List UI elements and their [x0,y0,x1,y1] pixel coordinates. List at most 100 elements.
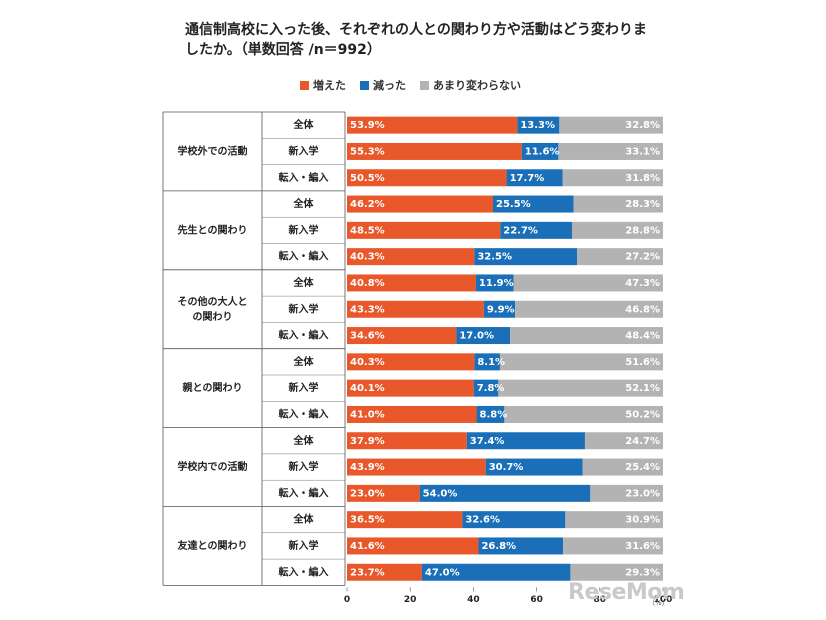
data-label-decreased: 25.5% [496,199,531,210]
row-label: 全体 [293,118,315,131]
data-label-increased: 40.8% [350,278,385,289]
data-label-unchanged: 27.2% [625,252,660,263]
chart-title: 通信制高校に入った後、それぞれの人との関わり方や活動はどう変わりましたか。（単数… [185,22,647,58]
bar-decreased [517,116,560,134]
group-label-outside-activities: 学校外での活動 [178,144,248,157]
data-label-increased: 50.5% [350,173,385,184]
bar-increased [347,300,484,318]
data-label-increased: 46.2% [350,199,385,210]
x-tick-label: 0 [344,595,350,605]
bar-unchanged [562,169,663,187]
bar-increased [347,221,501,239]
row-label: 転入・編入 [279,250,329,263]
data-label-unchanged: 25.4% [625,462,660,473]
row-label: 全体 [293,276,315,289]
data-label-increased: 43.9% [350,462,385,473]
data-label-unchanged: 51.6% [625,357,660,368]
x-tick-label: 20 [404,595,417,605]
group-label-teachers: 先生との関わり [178,223,248,236]
data-label-unchanged: 30.9% [625,515,660,526]
x-tick-label: 100 [654,595,673,605]
bar-unchanged [559,116,663,134]
bar-decreased [474,248,578,266]
bar-decreased [456,327,511,345]
data-label-unchanged: 48.4% [625,331,660,342]
data-label-unchanged: 32.8% [625,120,660,131]
data-label-decreased: 37.4% [470,436,505,447]
group-label-parents: 親との関わり [183,381,243,394]
legend-label-increased: 増えた [313,79,346,92]
legend-item-increased: 増えた [300,77,346,93]
data-label-increased: 48.5% [350,225,385,236]
bar-decreased [474,353,500,371]
bar-unchanged [570,563,663,581]
bar-decreased [485,458,583,476]
bar-decreased [476,405,505,423]
watermark-logo: ReseMom [568,580,685,605]
axis-unit-label: （%） [648,599,669,607]
data-label-decreased: 11.6% [525,146,560,157]
bar-decreased [419,484,591,502]
row-label: 転入・編入 [279,171,329,184]
data-label-increased: 23.7% [350,567,385,578]
row-label: 新入学 [289,539,319,552]
bar-decreased [462,511,566,529]
bar-increased [347,327,457,345]
bar-increased [347,563,422,581]
group-label-friends: 友達との関わり [178,539,248,552]
data-label-increased: 37.9% [350,436,385,447]
bar-unchanged [565,511,663,529]
legend-swatch-unchanged [420,80,429,90]
bar-increased [347,405,477,423]
bar-unchanged [558,142,663,160]
data-label-decreased: 32.6% [465,515,500,526]
data-label-increased: 40.1% [350,383,385,394]
bar-increased [347,353,475,371]
bar-unchanged [584,432,663,450]
data-label-increased: 40.3% [350,252,385,263]
data-label-decreased: 13.3% [520,120,555,131]
bar-decreased [506,169,563,187]
bar-unchanged [510,327,663,345]
bar-unchanged [582,458,663,476]
data-label-unchanged: 28.8% [625,225,660,236]
row-label: 転入・編入 [279,329,329,342]
bar-decreased [492,195,574,213]
row-label: 新入学 [289,223,319,236]
x-tick-label: 60 [530,595,543,605]
data-label-unchanged: 52.1% [625,383,660,394]
bar-unchanged [515,300,663,318]
data-label-decreased: 17.0% [459,331,494,342]
bar-unchanged [513,274,663,292]
data-label-increased: 34.6% [350,331,385,342]
legend-swatch-increased [300,80,309,90]
data-label-unchanged: 33.1% [625,146,660,157]
bar-increased [347,484,420,502]
bar-increased [347,248,475,266]
row-label: 転入・編入 [279,486,329,499]
group-label-school-activities: 学校内での活動 [178,460,248,473]
bar-unchanged [571,221,663,239]
data-label-decreased: 11.9% [479,278,514,289]
bar-unchanged [498,379,663,397]
legend-swatch-decreased [360,80,369,90]
bar-decreased [473,379,499,397]
data-label-unchanged: 23.0% [625,488,660,499]
bar-increased [347,195,493,213]
bar-unchanged [573,195,663,213]
bar-increased [347,511,463,529]
row-label: 転入・編入 [279,565,329,578]
row-label: 全体 [293,513,315,526]
data-label-unchanged: 31.6% [625,541,660,552]
bar-increased [347,116,518,134]
bar-decreased [500,221,572,239]
row-label: 全体 [293,197,315,210]
data-label-unchanged: 31.8% [625,173,660,184]
row-label: 転入・編入 [279,407,329,420]
data-label-decreased: 26.8% [481,541,516,552]
bar-decreased [466,432,585,450]
bar-unchanged [499,353,663,371]
data-label-decreased: 22.7% [503,225,538,236]
group-label-other-adults: その他の大人と [178,295,248,308]
